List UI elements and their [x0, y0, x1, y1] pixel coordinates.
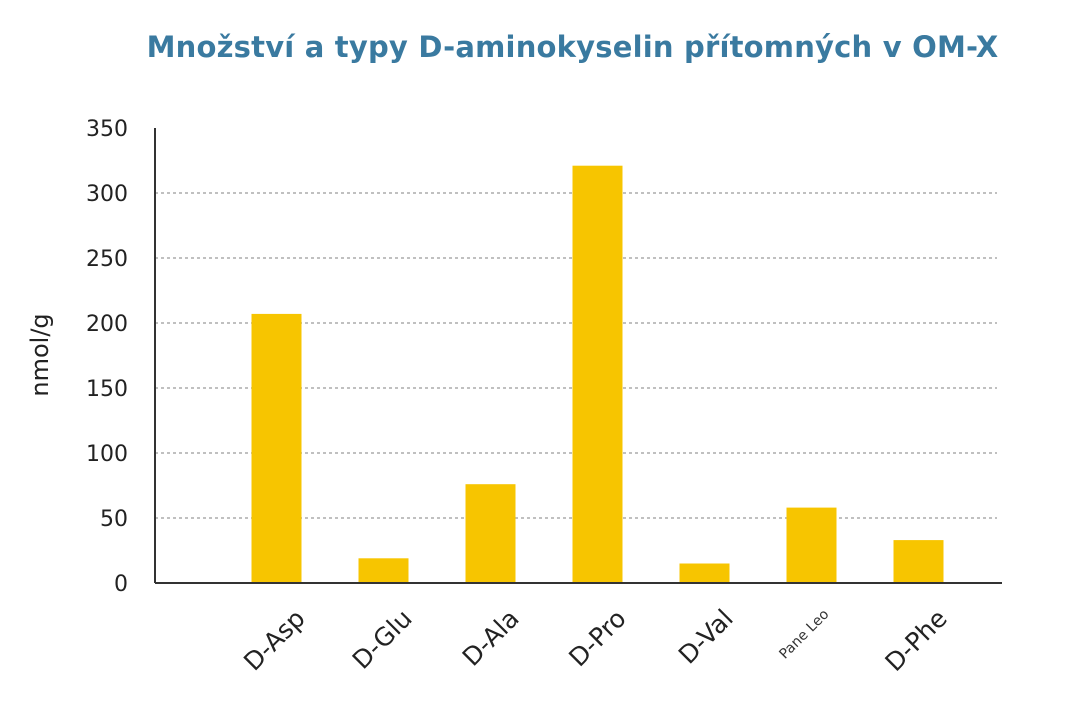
x-tick-label: D-Asp	[238, 604, 311, 677]
bar-d-pro	[572, 165, 623, 583]
x-tick-labels: D-Asp D-Glu D-Ala D-Pro D-Val Pane Leo D-Phe	[238, 604, 953, 677]
y-tick-label: 100	[86, 442, 128, 467]
bar-d-asp	[251, 313, 302, 583]
x-tick-label: D-Phe	[880, 604, 953, 677]
chart-title: Množství a typy D-aminokyselin přítomnýc…	[146, 30, 999, 64]
y-tick-label: 50	[100, 507, 128, 532]
x-tick-label: Pane Leo	[776, 607, 832, 663]
y-tick-label: 300	[86, 182, 128, 207]
x-tick-label: D-Ala	[457, 604, 525, 672]
bar-pane-leo	[786, 507, 837, 583]
y-axis-title: nmol/g	[26, 313, 54, 396]
y-tick-label: 150	[86, 377, 128, 402]
y-tick-label: 200	[86, 312, 128, 337]
bar-d-ala	[465, 484, 516, 583]
bars	[251, 165, 944, 583]
x-tick-label: D-Pro	[563, 604, 632, 673]
y-tick-label: 0	[114, 572, 128, 597]
bar-d-val	[679, 563, 730, 583]
bar-d-glu	[358, 558, 409, 583]
x-tick-label: D-Val	[673, 604, 739, 670]
y-tick-label: 250	[86, 247, 128, 272]
axes	[154, 128, 1002, 584]
y-tick-labels: 0 50 100 150 200 250 300 350	[86, 117, 128, 597]
x-tick-label: D-Glu	[347, 604, 418, 675]
bar-d-phe	[893, 540, 944, 583]
y-tick-label: 350	[86, 117, 128, 142]
